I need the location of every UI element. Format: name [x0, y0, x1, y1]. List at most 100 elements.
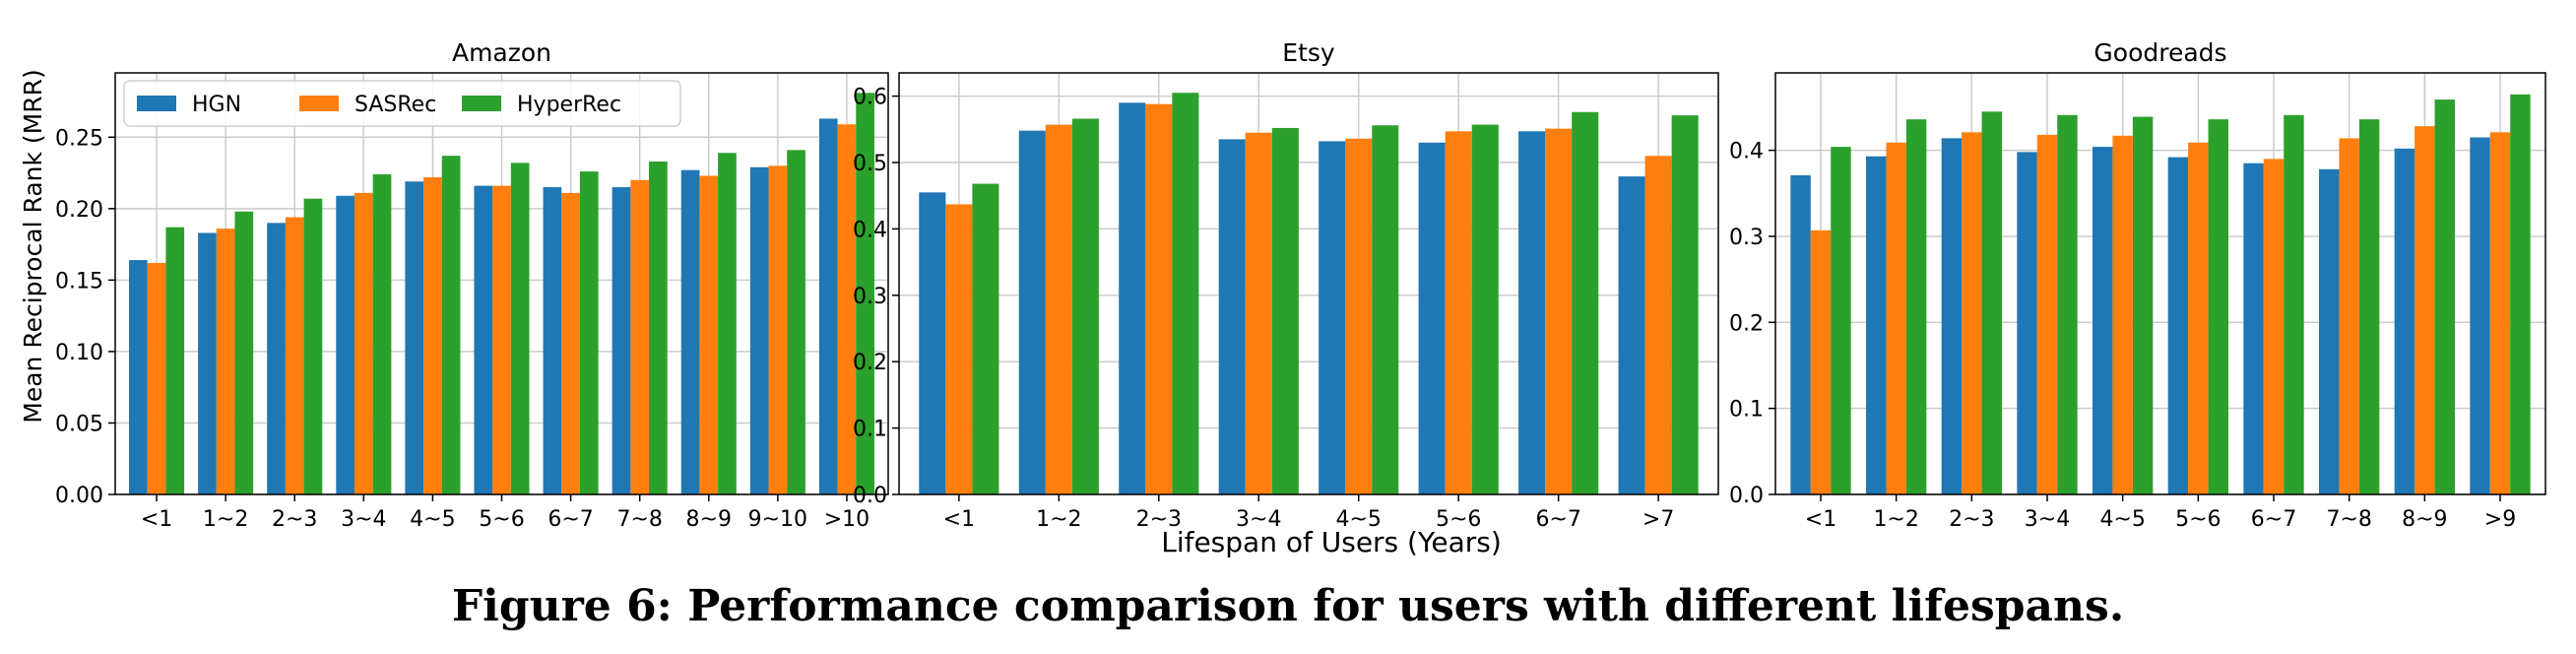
bar-hyperrec [787, 150, 805, 494]
bar-hyperrec [1172, 93, 1199, 495]
legend-label-hgn: HGN [192, 93, 241, 117]
bar-sasrec [1644, 156, 1672, 495]
y-tick-label: 0.1 [853, 418, 887, 442]
bar-sasrec [147, 262, 166, 494]
x-tick-label: 8~9 [2402, 507, 2447, 532]
x-tick-label: 3~4 [341, 507, 386, 532]
legend-box [123, 80, 681, 127]
bar-hgn [267, 223, 286, 494]
x-tick-label: <1 [1805, 507, 1836, 532]
bar-hyperrec [2434, 99, 2455, 495]
bar-hyperrec [649, 161, 668, 494]
x-tick-label: 4~5 [2099, 507, 2145, 532]
bar-sasrec [630, 179, 650, 495]
bar-sasrec [2036, 134, 2058, 494]
x-tick-label: 6~7 [2251, 507, 2296, 532]
bar-hgn [1518, 131, 1546, 494]
x-axis-label: Lifespan of Users (Years) [1161, 526, 1502, 558]
x-tick-label: 1~2 [1036, 507, 1081, 532]
legend: HGN SASRec HyperRec [123, 80, 681, 127]
legend-swatch-sasrec [299, 96, 339, 111]
x-tick-label: 6~7 [1535, 507, 1580, 532]
bar-hyperrec [2510, 94, 2531, 494]
x-tick-label: 9~10 [748, 507, 807, 532]
bar-hgn [1018, 130, 1046, 494]
panel-title: Etsy [1282, 38, 1335, 67]
y-tick-label: 0.1 [1729, 398, 1764, 423]
bar-sasrec [2188, 142, 2209, 494]
bar-hgn [129, 260, 148, 494]
y-tick-label: 0.5 [853, 152, 887, 176]
legend-label-sasrec: SASRec [354, 93, 436, 117]
bar-hgn [2470, 137, 2490, 495]
bar-sasrec [2112, 135, 2133, 495]
bar-sasrec [2415, 126, 2435, 495]
bar-hyperrec [2132, 116, 2154, 494]
bar-hgn [405, 181, 424, 494]
bar-hyperrec [2284, 114, 2304, 495]
bar-hyperrec [1372, 125, 1399, 494]
y-tick-label: 0.00 [55, 484, 103, 508]
bar-sasrec [423, 176, 442, 494]
bar-hyperrec [372, 174, 392, 494]
x-tick-label: <1 [141, 507, 172, 532]
bar-hyperrec [856, 93, 874, 495]
y-tick-label: 0.4 [853, 218, 887, 242]
x-tick-label: 3~4 [2025, 507, 2070, 532]
bar-hyperrec [1671, 115, 1699, 494]
bar-sasrec [837, 124, 857, 495]
bar-sasrec [285, 217, 304, 495]
x-tick-label: 5~6 [479, 507, 524, 532]
panel-amazon: 0.00 0.05 0.10 0.15 0.20 0.25 <1 1~2 2~3 3~4 4~5 5~… [55, 38, 889, 532]
bar-hgn [1941, 138, 1963, 494]
y-tick-label: 0.2 [1729, 311, 1764, 336]
panel-goodreads: 0.0 0.1 0.2 0.3 0.4 <1 1~2 2~3 3~4 4~5 5~6 6~7 7~8 8~… [1729, 38, 2546, 532]
bar-sasrec [768, 165, 788, 494]
bar-hgn [336, 195, 354, 494]
bar-hyperrec [1071, 118, 1099, 495]
bar-hyperrec [2358, 119, 2380, 494]
x-tick-label: 2~3 [1949, 507, 1994, 532]
y-tick-label: 0.10 [55, 341, 103, 365]
bar-sasrec [1245, 132, 1272, 494]
bar-hgn [1218, 139, 1246, 494]
bar-sasrec [699, 175, 719, 495]
bar-sasrec [354, 192, 373, 494]
bar-sasrec [1962, 132, 1982, 494]
plot-frame [898, 72, 1719, 495]
bar-hyperrec [1572, 111, 1599, 494]
bar-hyperrec [1981, 111, 2002, 494]
bar-hyperrec [718, 153, 737, 495]
bar-hyperrec [510, 163, 530, 495]
legend-label-hyperrec: HyperRec [517, 93, 621, 117]
bar-hgn [749, 166, 769, 495]
bar-sasrec [216, 229, 235, 494]
bar-hyperrec [1271, 127, 1299, 495]
bar-sasrec [2489, 132, 2511, 494]
x-tick-label: 4~5 [1336, 507, 1382, 532]
bar-hyperrec [2057, 114, 2078, 495]
x-tick-label: >10 [824, 507, 869, 532]
bar-hgn [1866, 156, 1887, 494]
legend-swatch-hyperrec [462, 96, 501, 111]
bar-hyperrec [441, 156, 461, 494]
bar-hyperrec [1471, 124, 1499, 494]
x-tick-label: 7~8 [2326, 507, 2371, 532]
bar-sasrec [1886, 142, 1906, 494]
x-tick-label: 5~6 [2175, 507, 2221, 532]
y-tick-label: 0.0 [1729, 484, 1764, 508]
x-tick-label: 8~9 [686, 507, 732, 532]
bar-hyperrec [1831, 147, 1851, 495]
figure-caption: Figure 6: Performance comparison for use… [451, 581, 2125, 631]
bar-hyperrec [303, 198, 323, 495]
y-axis-label: Mean Reciprocal Rank (MRR) [19, 69, 47, 423]
y-tick-label: 0.2 [853, 351, 887, 375]
plot-frame [114, 72, 889, 495]
bar-sasrec [1145, 103, 1173, 494]
y-tick-label: 0.3 [1729, 226, 1764, 250]
bar-sasrec [561, 192, 580, 494]
bar-hyperrec [579, 171, 599, 495]
bar-hgn [474, 185, 493, 494]
bar-sasrec [1445, 131, 1472, 494]
bar-sasrec [1045, 124, 1072, 494]
